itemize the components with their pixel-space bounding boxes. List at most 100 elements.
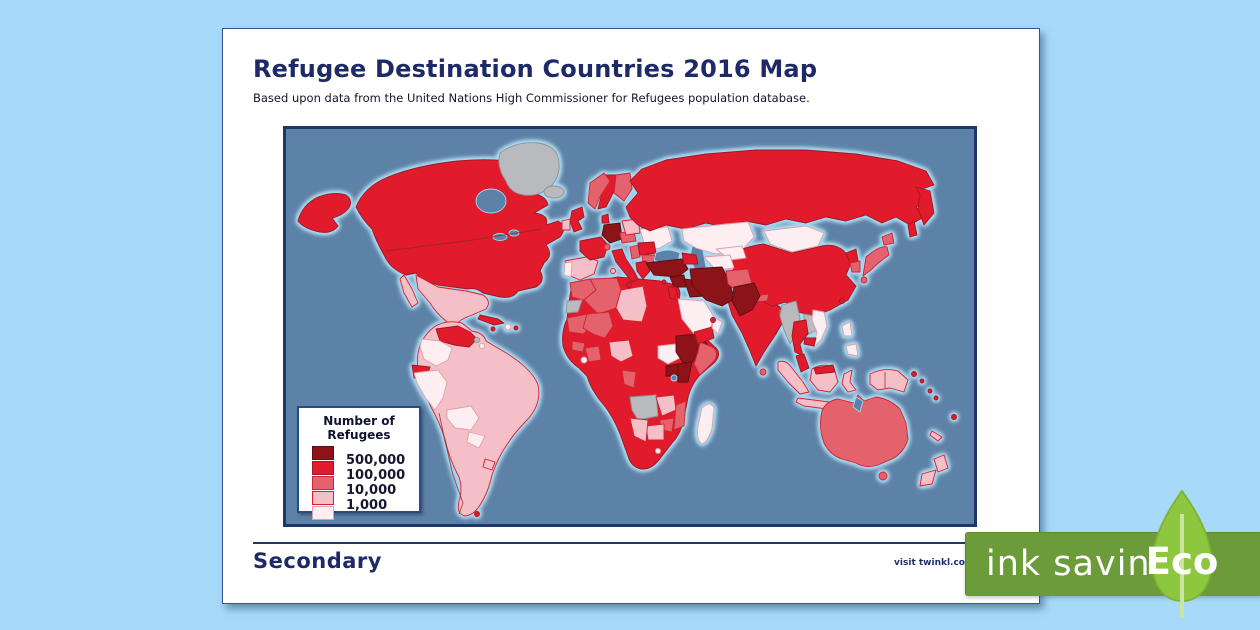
region-south-sudan (657, 343, 681, 365)
region-namibia (629, 417, 649, 443)
region-lesotho (655, 448, 661, 454)
region-kamchatka (915, 186, 935, 226)
region-serbia-balkans (629, 244, 641, 260)
region-france (579, 236, 609, 261)
region-gabon-congo (621, 369, 637, 389)
region-sri-lanka (759, 368, 767, 376)
region-philippines-luzon (841, 321, 853, 337)
region-ghana-ivory-coast (584, 345, 602, 363)
region-japan-hokkaido (881, 232, 895, 246)
region-melanesia-2 (919, 378, 925, 384)
region-taiwan (839, 298, 845, 304)
region-greenland (498, 142, 560, 196)
region-greece (635, 260, 651, 280)
region-sicily (626, 282, 632, 288)
lake-victoria (670, 374, 678, 382)
region-japan-honshu (862, 246, 890, 277)
region-baja-california (399, 274, 419, 308)
region-fiji (951, 414, 957, 420)
legend-swatch-sub1000 (312, 506, 334, 520)
region-bolivia (446, 405, 480, 431)
legend-label-1000: 1,000 (346, 498, 388, 513)
region-botswana (645, 423, 665, 441)
region-puerto-rico (513, 325, 519, 331)
region-philippines-mindanao (845, 343, 859, 357)
region-melanesia-3 (927, 388, 933, 394)
region-russia (625, 149, 935, 232)
region-iceland (543, 185, 565, 199)
region-italy (611, 248, 639, 283)
region-uk (569, 206, 585, 233)
region-melanesia-1 (911, 371, 917, 377)
footer-divider (253, 542, 1009, 544)
region-sumatra (777, 360, 810, 395)
region-mongolia (763, 225, 825, 253)
region-turkey (645, 258, 689, 278)
legend-swatch-10000 (312, 476, 334, 490)
region-western-sahara (565, 299, 583, 314)
region-new-caledonia (929, 430, 943, 442)
ink-saving-badge: ink saving (965, 532, 1260, 596)
region-jamaica (490, 326, 496, 332)
region-liberia (580, 356, 588, 364)
region-new-zealand-south (919, 469, 937, 487)
region-cuba (477, 314, 505, 326)
region-colombia (419, 338, 453, 367)
legend-label-100000: 100,000 (346, 468, 406, 483)
map-legend: Number of Refugees 500,000 100,000 10,00… (297, 406, 421, 520)
worksheet-card: Refugee Destination Countries 2016 Map B… (222, 28, 1040, 604)
world-map-svg (286, 129, 974, 524)
usa-canada-border (385, 228, 543, 252)
legend-swatch-1000 (312, 491, 334, 505)
region-south-korea (849, 260, 861, 273)
region-pakistan (731, 282, 761, 317)
region-sakhalin (907, 220, 918, 238)
region-germany (601, 222, 623, 244)
region-guinea (571, 340, 586, 353)
region-new-zealand-north (933, 454, 949, 473)
region-alaska (297, 192, 351, 233)
legend-swatch-500000 (312, 446, 334, 460)
gulf-of-carpentaria (852, 396, 864, 413)
region-new-guinea (869, 369, 909, 393)
region-malaysia-borneo (813, 364, 836, 375)
region-melanesia-4 (933, 395, 939, 401)
region-mali (582, 311, 614, 339)
region-somalia (693, 341, 717, 376)
eco-leaf-icon (1151, 489, 1213, 618)
region-suriname (478, 342, 486, 350)
region-turkmenistan (703, 254, 735, 271)
legend-swatch-100000 (312, 461, 334, 475)
region-thailand (791, 319, 809, 357)
region-angola (629, 394, 659, 421)
region-japan-kyushu (860, 276, 868, 284)
region-finland (613, 172, 633, 202)
region-uae (710, 317, 716, 323)
legend-label-10000: 10,000 (346, 483, 397, 498)
region-peru (413, 369, 448, 411)
region-malay-peninsula (795, 353, 810, 373)
region-madagascar (697, 403, 715, 445)
region-french-guiana (473, 336, 481, 344)
region-cyprus (661, 279, 667, 285)
eco-label: Eco (1145, 540, 1219, 583)
region-falkland-islands (474, 511, 480, 517)
region-yemen (693, 326, 715, 345)
region-norway (587, 172, 611, 210)
visit-twinkl-link[interactable]: visit twinkl.co (894, 558, 965, 568)
region-sulawesi (841, 369, 857, 393)
world-map: Number of Refugees 500,000 100,000 10,00… (283, 126, 977, 527)
region-kenya (677, 361, 693, 383)
region-uganda (665, 363, 679, 377)
region-ireland (561, 218, 571, 231)
page-subtitle: Based upon data from the United Nations … (253, 91, 810, 105)
footer-level-label: Secondary (253, 549, 382, 573)
region-portugal (563, 261, 573, 278)
region-nigeria (608, 339, 634, 363)
region-mozambique (673, 400, 687, 431)
ink-saving-label: ink saving (986, 544, 1174, 584)
region-sardinia (610, 268, 616, 274)
region-denmark (601, 213, 610, 224)
region-hispaniola (504, 323, 512, 331)
